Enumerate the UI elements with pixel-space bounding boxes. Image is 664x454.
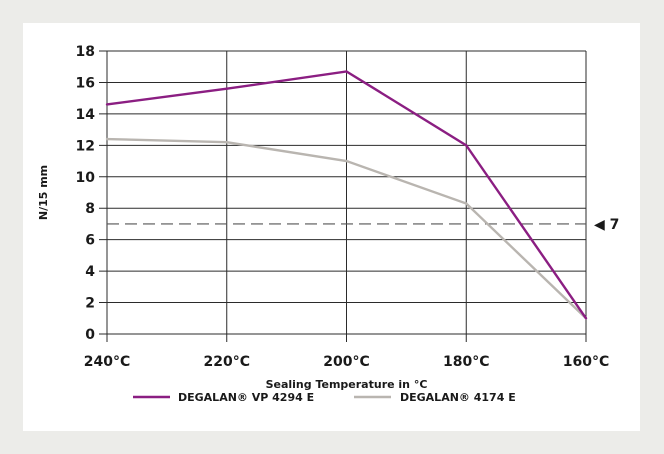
y-tick-label: 10 — [76, 170, 96, 186]
x-tick-labels: 240°C 220°C 200°C 180°C 160°C — [84, 354, 610, 370]
data-point — [345, 159, 348, 163]
data-point — [345, 70, 348, 73]
y-tick-label: 12 — [76, 138, 95, 154]
vertical-gridlines — [106, 51, 587, 342]
y-tick-label: 8 — [85, 201, 95, 217]
x-tick-label: 240°C — [84, 354, 131, 370]
series-layer — [105, 70, 588, 320]
legend: DEGALAN® VP 4294 E DEGALAN® 4174 E — [133, 391, 516, 404]
horizontal-gridlines — [99, 50, 586, 335]
y-tick-label: 4 — [85, 264, 95, 280]
chart-svg: ◀ 7 0 2 4 6 8 10 12 14 16 18 240°C 220°C 200°C 180°C… — [37, 44, 619, 404]
data-point — [584, 317, 588, 320]
y-tick-label: 0 — [85, 327, 95, 343]
y-tick-labels: 0 2 4 6 8 10 12 14 16 18 — [76, 44, 96, 343]
y-tick-label: 2 — [85, 296, 95, 312]
reference-line-group: ◀ 7 — [107, 217, 619, 233]
x-tick-label: 220°C — [204, 354, 251, 370]
y-tick-label: 18 — [76, 44, 95, 60]
data-point — [225, 87, 228, 90]
x-tick-label: 200°C — [323, 354, 370, 370]
x-axis-title: Sealing Temperature in °C — [266, 378, 428, 391]
data-point — [225, 140, 228, 144]
y-axis-title: N/15 mm — [37, 165, 50, 220]
data-point — [105, 103, 109, 106]
legend-label-vp4294: DEGALAN® VP 4294 E — [178, 391, 314, 404]
data-point — [465, 144, 468, 147]
x-tick-label: 160°C — [563, 354, 610, 370]
legend-label-4174: DEGALAN® 4174 E — [400, 391, 516, 404]
x-tick-label: 180°C — [443, 354, 490, 370]
y-tick-label: 6 — [85, 233, 95, 249]
y-tick-label: 14 — [76, 107, 96, 123]
data-point — [465, 202, 468, 205]
y-tick-label: 16 — [76, 75, 95, 91]
data-point — [105, 137, 109, 141]
reference-line-label: ◀ 7 — [594, 217, 619, 233]
chart-panel: ◀ 7 0 2 4 6 8 10 12 14 16 18 240°C 220°C 200°C 180°C… — [23, 23, 640, 431]
